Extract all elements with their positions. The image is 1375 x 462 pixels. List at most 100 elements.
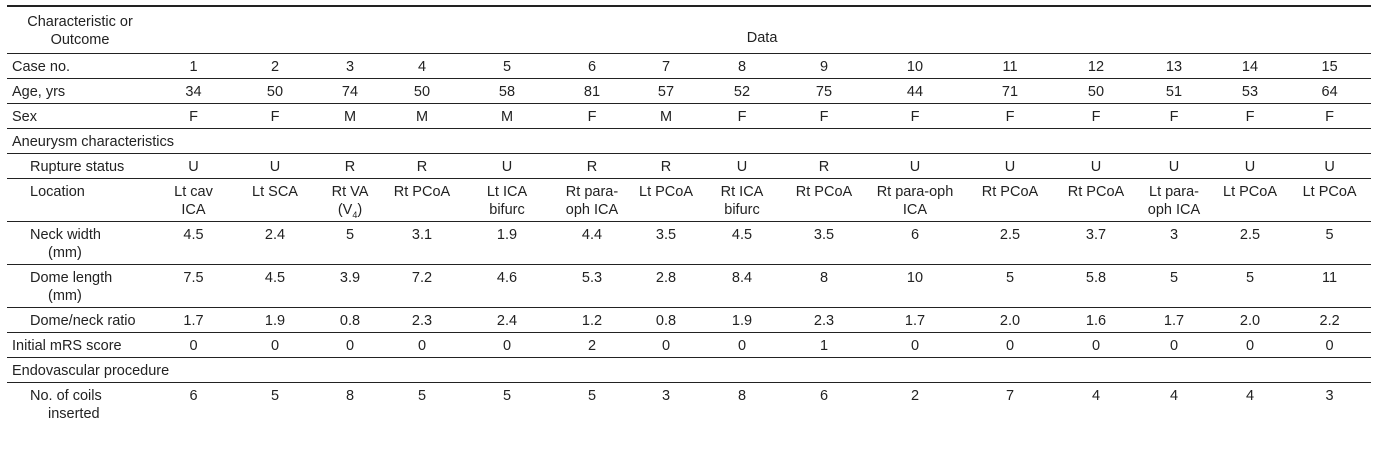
table-cell: R [384,153,460,179]
table-cell: 1.6 [1056,307,1136,333]
table-cell: Lt SCA [234,178,316,222]
table-cell: 0 [460,332,554,358]
table-cell: R [554,153,630,179]
table-cell: Rt PCoA [384,178,460,222]
table-cell: M [316,103,384,129]
table-cell: 0 [1056,332,1136,358]
cell-line: ICA [181,202,206,218]
table-cell: 50 [234,78,316,104]
table-cell: 0 [153,332,234,358]
table-cell: 5 [417,388,427,404]
patient-data-table: Characteristic or Outcome Data Case no. … [7,5,1372,426]
cell-line: Rt VA [331,184,369,200]
table-cell: 7 [1005,388,1015,404]
table-cell: 3.5 [630,221,702,265]
table-cell: 2.3 [384,307,460,333]
table-cell: 0 [1212,332,1288,358]
cell-line: Rt ICA [720,184,764,200]
table-cell: 1.7 [1136,307,1212,333]
table-cell: 3 [661,388,671,404]
table-cell: 4 [384,53,460,79]
cell-line: Lt PCoA [1302,184,1357,200]
table-cell: 57 [630,78,702,104]
table-cell: 13 [1136,53,1212,79]
table-cell: 1 [153,53,234,79]
table-cell: 0 [964,332,1056,358]
table-cell: 2.2 [1288,307,1372,333]
table-cell: U [1288,153,1372,179]
table-cell: 5 [502,388,512,404]
row-label: No. of coils inserted [7,383,153,426]
row-label: Sex [7,103,153,129]
table-cell: 5 [1288,221,1372,265]
table-cell: 4 [1245,388,1255,404]
table-cell: M [630,103,702,129]
section-row: Aneurysm characteristics [7,128,1372,154]
table-cell: 6 [554,53,630,79]
table-cell: 5 [270,388,280,404]
table-cell: 5 [1212,264,1288,308]
row-label-line1: Neck width [30,227,101,243]
table-cell: M [460,103,554,129]
table-header-row: Characteristic or Outcome Data [7,5,1372,54]
table-cell: Rt PCoA [964,178,1056,222]
table-cell: 81 [554,78,630,104]
table-cell: F [964,103,1056,129]
table-cell: U [702,153,782,179]
table-cell: 2.3 [782,307,866,333]
cell-line: Rt PCoA [981,184,1039,200]
table-cell: 2.4 [460,307,554,333]
table-cell: Rt ICA bifurc [702,178,782,222]
table-cell: R [316,153,384,179]
table-cell: 0 [384,332,460,358]
table-cell: 3.1 [384,221,460,265]
table-cell: 2.5 [1212,221,1288,265]
cell-line: oph ICA [565,202,619,218]
table-cell: 64 [1288,78,1372,104]
row-label: Neck width (mm) [7,221,153,265]
table-cell: 4.5 [702,221,782,265]
table-cell: 0 [1288,332,1372,358]
cell-line: bifurc [724,202,760,218]
cell-line: Rt para- [565,184,619,200]
table-cell: 1.7 [866,307,964,333]
table-cell: 5.8 [1056,264,1136,308]
table-cell: 5 [460,53,554,79]
table-cell: 0 [316,332,384,358]
table-cell: 14 [1212,53,1288,79]
table-cell: Lt PCoA [1212,178,1288,222]
table-cell: 58 [460,78,554,104]
table-cell: U [1212,153,1288,179]
table-cell: 8.4 [702,264,782,308]
table-cell: F [1056,103,1136,129]
table-cell: 3.7 [1056,221,1136,265]
table-cell: 10 [866,264,964,308]
table-cell: 0.8 [316,307,384,333]
table-cell: Lt cav ICA [153,178,234,222]
row-label: Rupture status [7,153,153,179]
table-cell: 7 [630,53,702,79]
table-cell: 0.8 [630,307,702,333]
section-label-aneurysm: Aneurysm characteristics [7,128,1372,154]
table-cell: R [782,153,866,179]
row-label: Location [7,178,153,222]
table-cell: 75 [782,78,866,104]
table-row: Neck width (mm) 4.5 2.4 5 3.1 1.9 4.4 3.5 4.5 3.… [7,221,1372,265]
table-cell: 1.9 [702,307,782,333]
cell-line: Lt ICA [486,184,528,200]
table-cell: 2.0 [964,307,1056,333]
table-cell: F [1212,103,1288,129]
table-cell: 4 [1091,388,1101,404]
table-row: Age, yrs 34 50 74 50 58 81 57 52 75 44 71 50 51 53 64 [7,78,1372,104]
table-cell: 1.9 [460,221,554,265]
table-cell: 4.5 [153,221,234,265]
cell-line: Lt SCA [252,184,298,200]
table-cell: 4.4 [554,221,630,265]
table-cell: M [384,103,460,129]
table-cell: 2.8 [630,264,702,308]
table-cell: Rt VA (V4) [316,178,384,222]
table-cell: F [554,103,630,129]
